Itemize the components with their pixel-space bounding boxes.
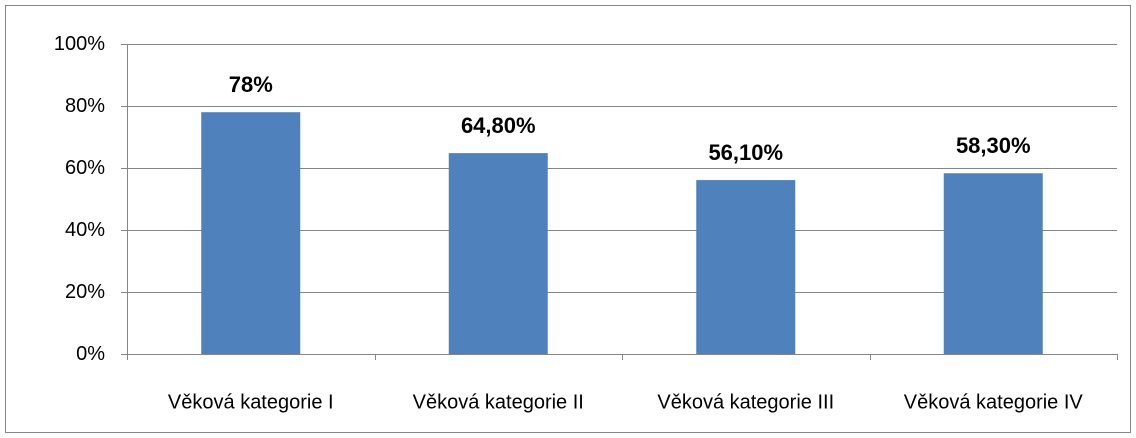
- value-label: 58,30%: [956, 133, 1031, 158]
- x-tick-label: Věková kategorie IV: [904, 391, 1084, 413]
- y-tick-label: 80%: [65, 95, 105, 117]
- y-tick-label: 20%: [65, 281, 105, 303]
- bar: [201, 112, 301, 354]
- x-tick-label: Věková kategorie III: [657, 391, 834, 413]
- y-tick-label: 40%: [65, 219, 105, 241]
- bar: [696, 180, 796, 354]
- chart-border: [5, 5, 1131, 433]
- bar: [943, 173, 1043, 354]
- value-label: 78%: [229, 72, 273, 97]
- y-tick-label: 60%: [65, 157, 105, 179]
- value-label: 56,10%: [708, 140, 783, 165]
- x-tick-label: Věková kategorie I: [168, 391, 334, 413]
- x-tick-label: Věková kategorie II: [413, 391, 584, 413]
- value-label: 64,80%: [461, 113, 536, 138]
- y-tick-label: 100%: [54, 33, 105, 55]
- bar: [448, 153, 548, 354]
- y-tick-label: 0%: [76, 343, 105, 365]
